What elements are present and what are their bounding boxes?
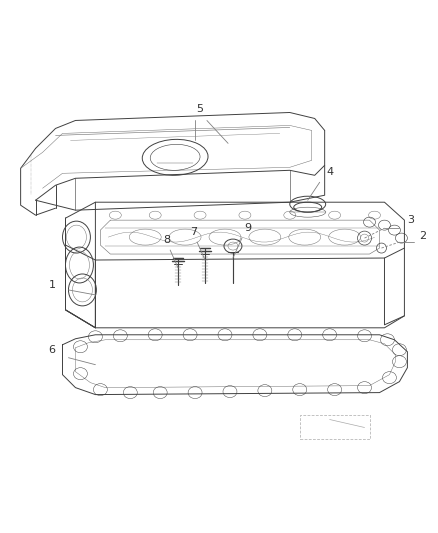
Text: 9: 9 — [244, 223, 251, 233]
Text: 2: 2 — [419, 231, 427, 241]
Text: 4: 4 — [326, 167, 333, 177]
Text: 7: 7 — [191, 227, 198, 237]
Text: 8: 8 — [164, 235, 171, 245]
Text: 6: 6 — [49, 345, 56, 355]
Text: 3: 3 — [407, 215, 414, 225]
Text: 5: 5 — [197, 103, 204, 114]
Text: 1: 1 — [49, 280, 56, 290]
